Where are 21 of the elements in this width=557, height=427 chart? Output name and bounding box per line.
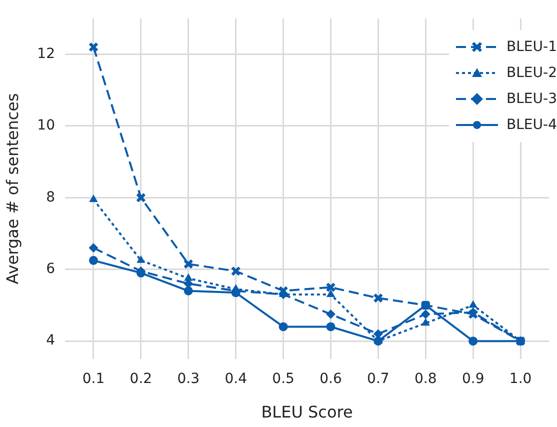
x-tick-label: 0.1	[82, 371, 105, 388]
legend-label: BLEU-4	[506, 117, 557, 133]
x-tick-label: 0.4	[224, 371, 248, 388]
x-tick-label: 0.9	[462, 371, 484, 388]
x-tick-label: 0.8	[414, 371, 437, 388]
y-tick-label: 12	[37, 46, 56, 62]
y-tick-label: 10	[37, 118, 56, 134]
x-tick-label: 0.6	[320, 371, 342, 388]
legend-label: BLEU-1	[506, 39, 557, 55]
x-axis-title: BLEU Score	[261, 402, 353, 422]
y-axis-title: Avergae # of sentences	[2, 93, 22, 284]
y-tick-label: 6	[46, 261, 56, 278]
y-tick-label: 8	[46, 189, 56, 206]
x-tick-label: 0.3	[177, 371, 200, 388]
x-tick-label: 0.5	[272, 371, 294, 388]
x-tick-label: 1.0	[509, 371, 532, 388]
y-tick-label: 4	[46, 332, 56, 349]
legend-label: BLEU-3	[506, 91, 557, 107]
legend-label: BLEU-2	[506, 65, 557, 81]
x-tick-label: 0.2	[130, 371, 152, 388]
x-tick-label: 0.7	[367, 371, 390, 388]
